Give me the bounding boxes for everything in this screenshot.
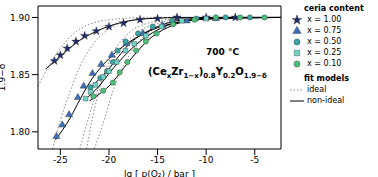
html-text:ideal: ideal (307, 85, 327, 94)
html-text:x = 0.10: x = 0.10 (307, 59, 342, 68)
html-text:ceria content: ceria content (304, 4, 364, 13)
svg-text:1.90: 1.90 (10, 13, 30, 23)
html-text:x = 0.50: x = 0.50 (307, 37, 342, 46)
html-text:x = 0.75: x = 0.75 (307, 26, 342, 35)
html-text:x = 1.00: x = 1.00 (307, 15, 342, 24)
svg-text:-20: -20 (102, 155, 117, 165)
svg-text:lg [ p(O₂) / bar ]: lg [ p(O₂) / bar ] (124, 169, 195, 177)
svg-text:-15: -15 (150, 155, 165, 165)
svg-text:-5: -5 (250, 155, 259, 165)
html-text:700 °C: 700 °C (206, 47, 239, 57)
svg-text:1.80: 1.80 (10, 127, 30, 137)
svg-text:1.85: 1.85 (10, 70, 30, 80)
html-text:(CexZr1−x)0.8Y0.2O1.9−δ: (CexZr1−x)0.8Y0.2O1.9−δ (148, 66, 267, 80)
svg-text:-10: -10 (199, 155, 214, 165)
svg-text:-25: -25 (53, 155, 68, 165)
html-text:x = 0.25: x = 0.25 (307, 48, 342, 57)
html-text:fit models: fit models (304, 74, 349, 83)
html-text:non-ideal: non-ideal (307, 96, 345, 105)
